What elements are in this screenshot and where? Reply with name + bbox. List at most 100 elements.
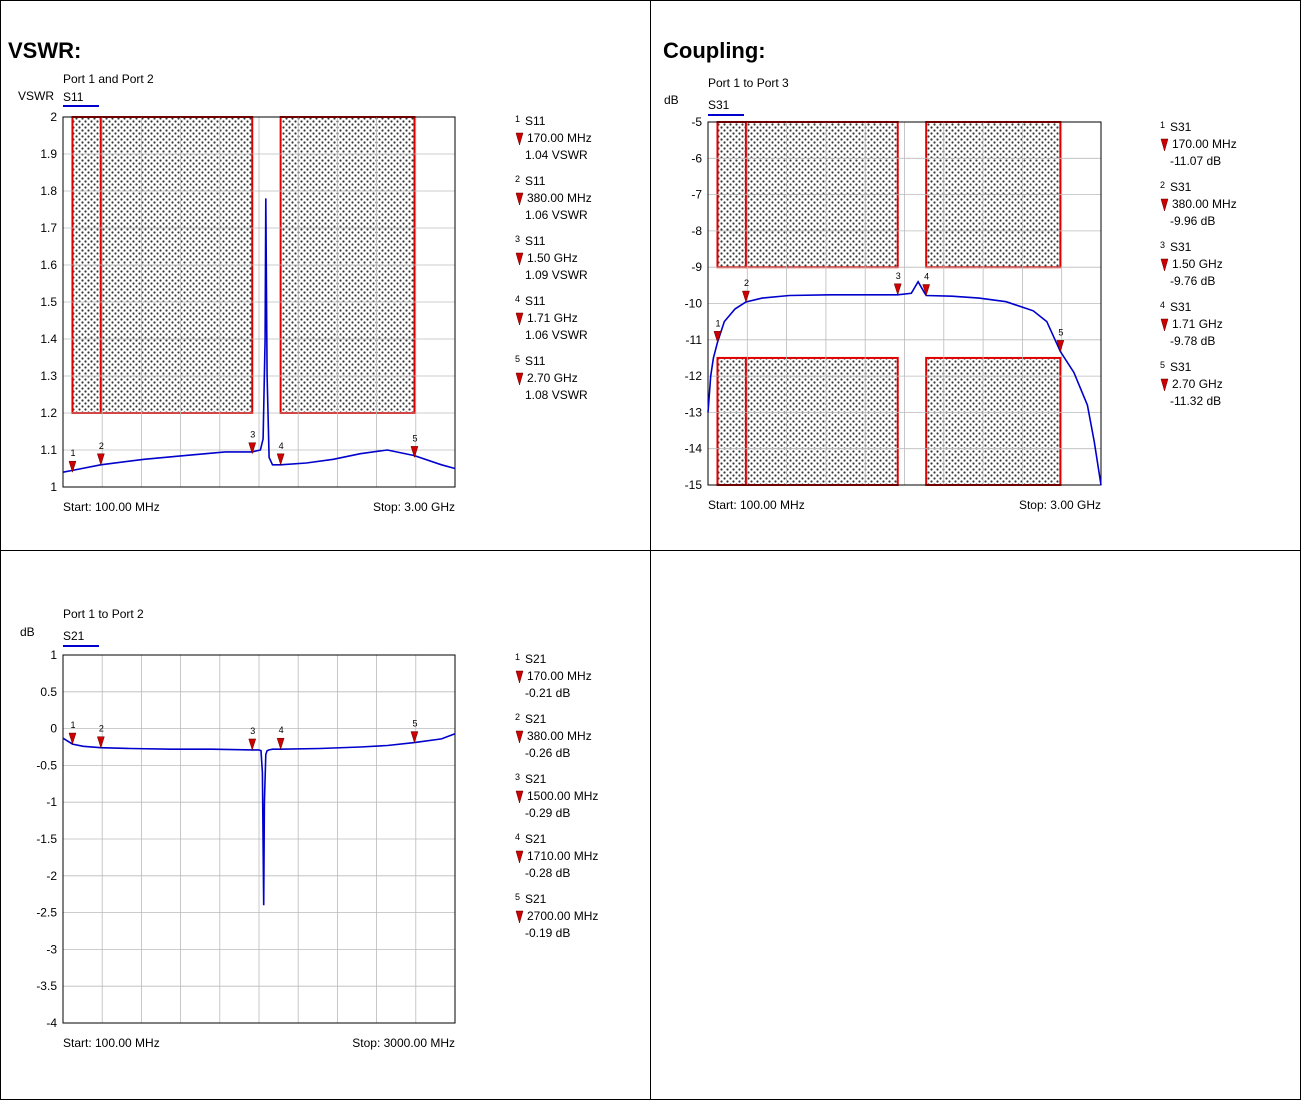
legend-trace-name: S11: [525, 294, 546, 308]
legend-trace-name: S31: [1170, 120, 1192, 134]
marker-number: 3: [250, 726, 255, 736]
legend-marker-icon: [515, 790, 524, 804]
marker-triangle: [68, 460, 77, 474]
s21-stop-label: Stop: 3000.00 MHz: [352, 1036, 455, 1050]
marker-triangle: [742, 290, 750, 303]
legend-marker-icon: [515, 192, 524, 206]
marker-triangle: [893, 283, 902, 296]
y-tick-label: 1.2: [40, 406, 57, 420]
vswr-subtitle: Port 1 and Port 2: [63, 72, 154, 86]
legend-trace-name: S21: [525, 772, 547, 786]
y-tick-label: 1.8: [40, 184, 57, 198]
coupling-trace-label: S31: [708, 98, 730, 112]
y-tick-label: -14: [685, 442, 703, 456]
trace-line-s21: [62, 733, 456, 906]
legend-value: 1.06 VSWR: [525, 208, 588, 222]
marker-number: 3: [250, 430, 255, 440]
legend-value: -11.32 dB: [1170, 394, 1221, 408]
legend-frequency: 1500.00 MHz: [527, 789, 598, 803]
legend-frequency: 380.00 MHz: [1172, 197, 1237, 211]
legend-trace-name: S21: [525, 892, 547, 906]
marker-number: 2: [99, 441, 104, 451]
marker-triangle: [248, 738, 257, 751]
legend-frequency: 1.50 GHz: [1172, 257, 1223, 271]
marker-triangle: [276, 737, 285, 751]
legend-value: 1.06 VSWR: [525, 328, 588, 342]
legend-frequency: 1.50 GHz: [527, 251, 578, 265]
marker-triangle: [922, 284, 931, 297]
legend-value: -0.26 dB: [525, 746, 570, 760]
legend-trace-name: S11: [525, 354, 546, 368]
marker-number: 5: [412, 433, 417, 443]
y-tick-label: -9: [691, 260, 702, 274]
y-tick-label: 1: [50, 480, 57, 494]
legend-marker-icon: [515, 910, 524, 924]
legend-value: -11.07 dB: [1170, 154, 1221, 168]
vswr-stop-label: Stop: 3.00 GHz: [373, 500, 455, 514]
legend-marker-number: 3: [515, 234, 520, 244]
legend-frequency: 2700.00 MHz: [527, 909, 598, 923]
legend-marker-number: 3: [1160, 240, 1165, 250]
y-tick-label: 1.5: [40, 295, 57, 309]
marker-number: 4: [924, 272, 929, 282]
marker-number: 1: [70, 448, 75, 458]
y-tick-label: -2: [46, 869, 57, 883]
y-tick-label: -3.5: [36, 979, 57, 993]
marker-number: 1: [715, 318, 720, 328]
legend-trace-name: S11: [525, 234, 546, 248]
legend-frequency: 380.00 MHz: [527, 729, 592, 743]
legend-marker-number: 5: [1160, 360, 1165, 370]
legend-marker-number: 1: [1160, 120, 1165, 130]
legend-frequency: 1.71 GHz: [1172, 317, 1223, 331]
marker-number: 5: [1058, 327, 1063, 337]
y-tick-label: 1.1: [40, 443, 57, 457]
y-tick-label: -15: [685, 478, 703, 492]
legend-frequency: 380.00 MHz: [527, 191, 592, 205]
marker-number: 5: [412, 719, 417, 729]
coupling-unit-label: dB: [664, 93, 679, 107]
legend-value: -0.19 dB: [525, 926, 570, 940]
coupling-chart: Port 1 to Port 3 dB S31 Start: 100.00 MH…: [664, 76, 1237, 512]
legend-marker-number: 4: [515, 832, 520, 842]
y-tick-label: -13: [685, 405, 703, 419]
legend-marker-icon: [515, 850, 524, 864]
marker-number: 3: [896, 271, 901, 281]
y-tick-label: -2.5: [36, 906, 57, 920]
marker-number: 2: [99, 724, 104, 734]
marker-number: 4: [279, 725, 284, 735]
legend-marker-number: 2: [515, 712, 520, 722]
plot-frame: [62, 116, 456, 488]
legend-marker-number: 4: [515, 294, 520, 304]
legend-frequency: 170.00 MHz: [527, 669, 592, 683]
legend-marker-icon: [1160, 258, 1169, 272]
legend-value: 1.04 VSWR: [525, 148, 588, 162]
legend-marker-icon: [1160, 378, 1169, 392]
legend-marker-number: 5: [515, 892, 520, 902]
trace-line-s31: [707, 280, 1102, 486]
marker-triangle: [97, 453, 105, 466]
y-tick-label: 2: [50, 110, 57, 124]
y-tick-label: -1: [46, 795, 57, 809]
legend-marker-icon: [515, 670, 524, 684]
plot-frame: [62, 654, 456, 1024]
legend-value: -9.96 dB: [1170, 214, 1215, 228]
legend-trace-name: S31: [1170, 360, 1192, 374]
y-tick-label: -1.5: [36, 832, 57, 846]
legend-marker-number: 2: [1160, 180, 1165, 190]
plot-frame: [707, 121, 1102, 486]
legend-frequency: 1710.00 MHz: [527, 849, 598, 863]
legend-value: 1.08 VSWR: [525, 388, 588, 402]
legend-marker-number: 1: [515, 652, 520, 662]
marker-triangle: [68, 732, 77, 745]
marker-number: 2: [744, 278, 749, 288]
y-tick-label: -10: [685, 297, 703, 311]
marker-triangle: [248, 442, 257, 455]
legend-value: 1.09 VSWR: [525, 268, 588, 282]
legend-marker-number: 2: [515, 174, 520, 184]
vswr-unit-label: VSWR: [18, 89, 54, 103]
legend-frequency: 170.00 MHz: [1172, 137, 1237, 151]
legend-trace-name: S31: [1170, 180, 1192, 194]
legend-value: -0.21 dB: [525, 686, 570, 700]
marker-triangle: [410, 731, 419, 744]
legend-marker-icon: [515, 312, 524, 326]
